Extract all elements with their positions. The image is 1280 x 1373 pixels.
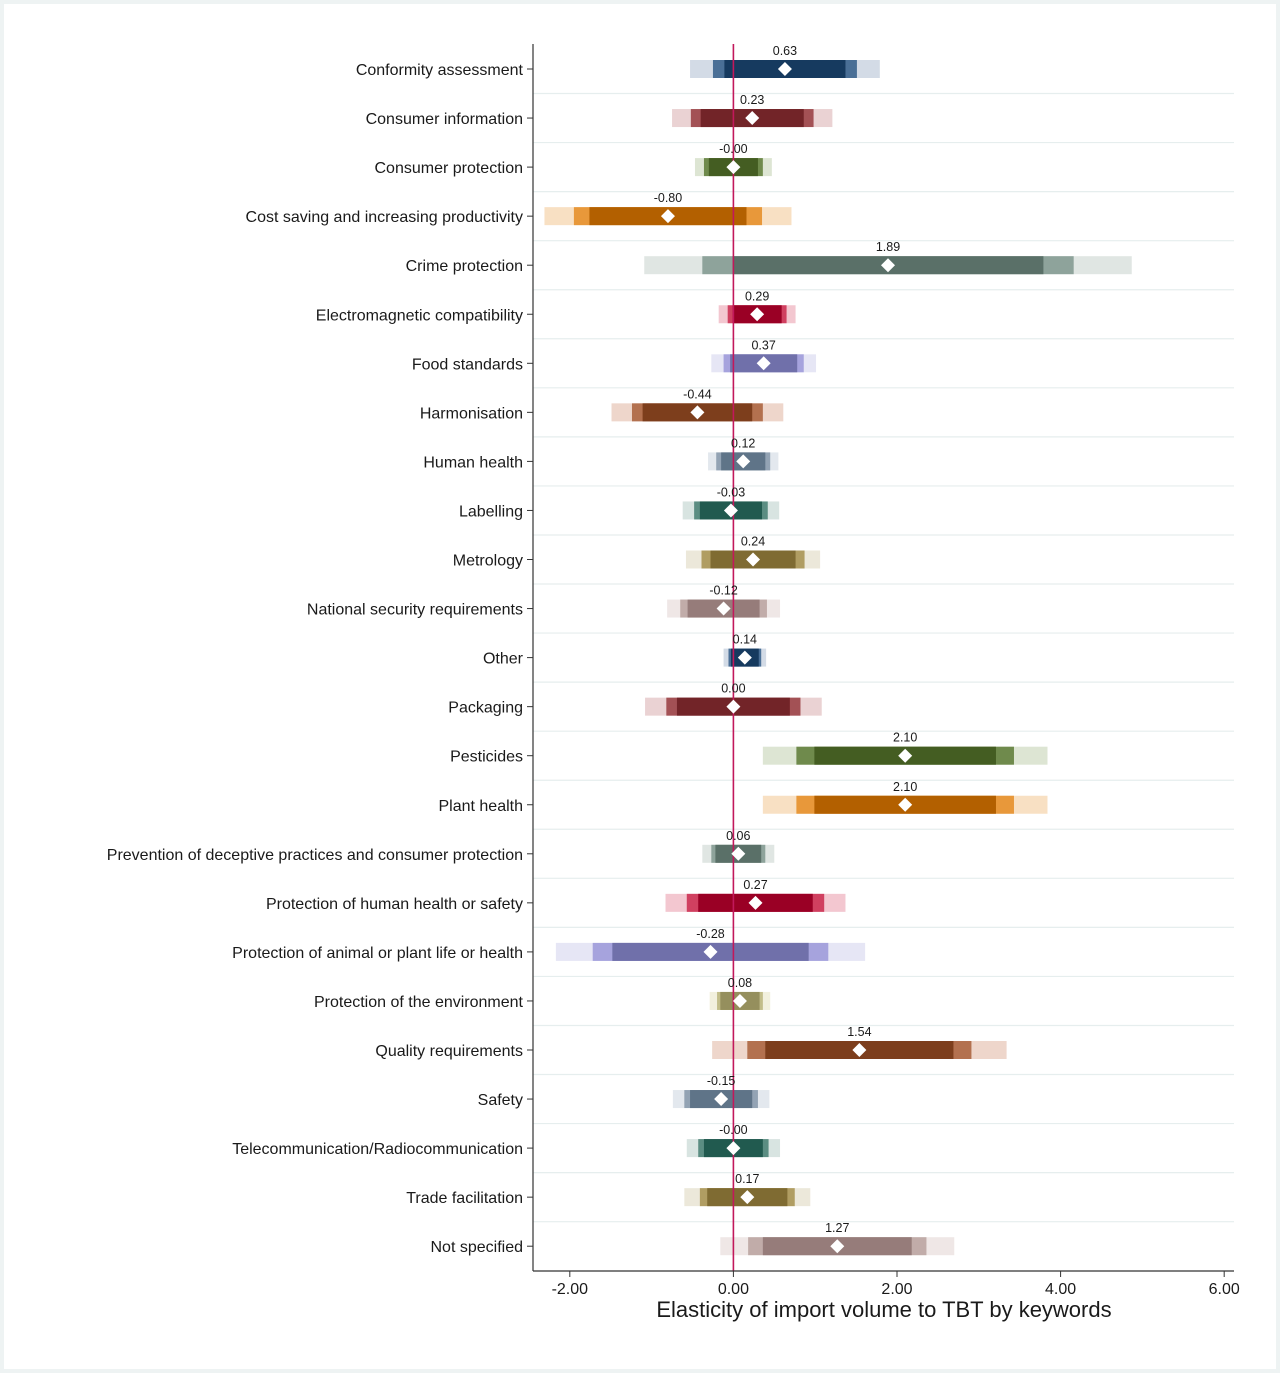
category-label: Metrology xyxy=(453,553,523,570)
value-label: -0.00 xyxy=(719,142,748,156)
point-estimate-marker xyxy=(736,454,751,469)
category-label: Harmonisation xyxy=(420,405,523,422)
value-label: 0.23 xyxy=(740,93,764,107)
point-estimate-marker xyxy=(880,258,895,273)
value-label: 0.24 xyxy=(741,535,765,549)
category-label: Safety xyxy=(478,1092,523,1109)
x-tick-label: 0.00 xyxy=(718,1281,749,1298)
category-label: Human health xyxy=(423,454,523,471)
x-ticks: -2.00 0.00 2.00 4.00 6.00 xyxy=(552,1271,1240,1298)
category-label: Prevention of deceptive practices and co… xyxy=(107,847,523,864)
x-tick-label: 4.00 xyxy=(1045,1281,1076,1298)
point-estimate-marker xyxy=(726,160,741,175)
value-label: -0.28 xyxy=(696,927,725,941)
value-label: 0.63 xyxy=(773,44,797,58)
category-label: Consumer information xyxy=(366,111,523,128)
point-estimate-marker xyxy=(726,699,741,714)
point-estimate-marker xyxy=(777,62,792,76)
point-estimate-marker xyxy=(726,1141,741,1156)
value-label: 1.54 xyxy=(847,1025,871,1039)
x-axis-title: Elasticity of import volume to TBT by ke… xyxy=(656,1297,1111,1322)
point-estimate-marker xyxy=(740,1190,755,1205)
point-estimate-marker xyxy=(732,993,747,1008)
value-label: 0.06 xyxy=(726,829,750,843)
point-estimates: 0.63 0.23 -0.00 -0.80 1.89 0.29 0.37 -0.44 0.12 -… xyxy=(654,44,917,1254)
point-estimate-marker xyxy=(714,1092,729,1107)
category-label: Packaging xyxy=(448,700,523,717)
category-label: Food standards xyxy=(412,356,523,373)
value-label: 0.17 xyxy=(735,1172,759,1186)
x-tick-label: 2.00 xyxy=(881,1281,912,1298)
point-estimate-marker xyxy=(745,111,760,126)
value-label: 0.27 xyxy=(743,878,767,892)
x-tick-label: -2.00 xyxy=(552,1281,589,1298)
axes xyxy=(532,44,1234,1272)
value-label: 1.89 xyxy=(876,240,900,254)
point-estimate-marker xyxy=(737,650,752,665)
category-label: Quality requirements xyxy=(375,1043,523,1060)
point-estimate-marker xyxy=(731,846,746,861)
point-estimate-marker xyxy=(756,356,771,371)
value-label: 0.14 xyxy=(733,633,757,647)
value-label: -0.44 xyxy=(683,387,712,401)
category-label: Electromagnetic compatibility xyxy=(316,307,523,324)
value-label: -0.12 xyxy=(709,584,738,598)
value-label: 0.00 xyxy=(721,682,745,696)
point-estimate-marker xyxy=(750,307,765,322)
value-label: 0.29 xyxy=(745,289,769,303)
point-estimate-marker xyxy=(746,552,761,567)
point-estimate-marker xyxy=(898,748,913,763)
point-estimate-marker xyxy=(716,601,731,616)
category-label: Crime protection xyxy=(406,258,523,275)
category-label: Plant health xyxy=(438,798,523,815)
point-estimate-marker xyxy=(748,895,763,910)
point-estimate-marker xyxy=(660,209,675,224)
value-label: 2.10 xyxy=(893,731,917,745)
category-label: Protection of human health or safety xyxy=(266,896,523,913)
point-estimate-marker xyxy=(852,1043,867,1057)
value-label: 0.37 xyxy=(751,338,775,352)
point-estimate-marker xyxy=(898,797,913,812)
value-label: 0.12 xyxy=(731,436,755,450)
category-label: Trade facilitation xyxy=(406,1190,523,1207)
category-label: National security requirements xyxy=(307,602,523,619)
category-label: Protection of the environment xyxy=(314,994,524,1011)
value-label: 0.08 xyxy=(728,976,752,990)
category-label: Not specified xyxy=(431,1239,524,1256)
category-label: Labelling xyxy=(459,503,523,520)
value-label: -0.15 xyxy=(707,1074,736,1088)
chart-frame xyxy=(4,4,1276,1369)
point-estimate-marker xyxy=(703,944,718,959)
category-label: Telecommunication/Radiocommunication xyxy=(232,1141,523,1158)
category-label: Protection of animal or plant life or he… xyxy=(232,945,523,962)
value-label: -0.00 xyxy=(719,1123,748,1137)
category-label: Other xyxy=(483,651,524,668)
point-estimate-marker xyxy=(723,503,738,518)
point-estimate-marker xyxy=(830,1239,845,1254)
point-estimate-marker xyxy=(690,405,705,420)
category-label: Conformity assessment xyxy=(356,62,524,79)
value-label: -0.80 xyxy=(654,191,683,205)
gridlines xyxy=(533,92,1234,1223)
value-label: 2.10 xyxy=(893,780,917,794)
category-label: Pesticides xyxy=(450,749,523,766)
category-label: Consumer protection xyxy=(374,160,523,177)
category-labels: Conformity assessment Consumer informatio… xyxy=(107,62,533,1256)
value-label: 1.27 xyxy=(825,1221,849,1235)
category-label: Cost saving and increasing productivity xyxy=(246,209,523,226)
value-label: -0.03 xyxy=(717,485,746,499)
ci-bars xyxy=(544,60,1132,1256)
x-tick-label: 6.00 xyxy=(1209,1281,1240,1298)
